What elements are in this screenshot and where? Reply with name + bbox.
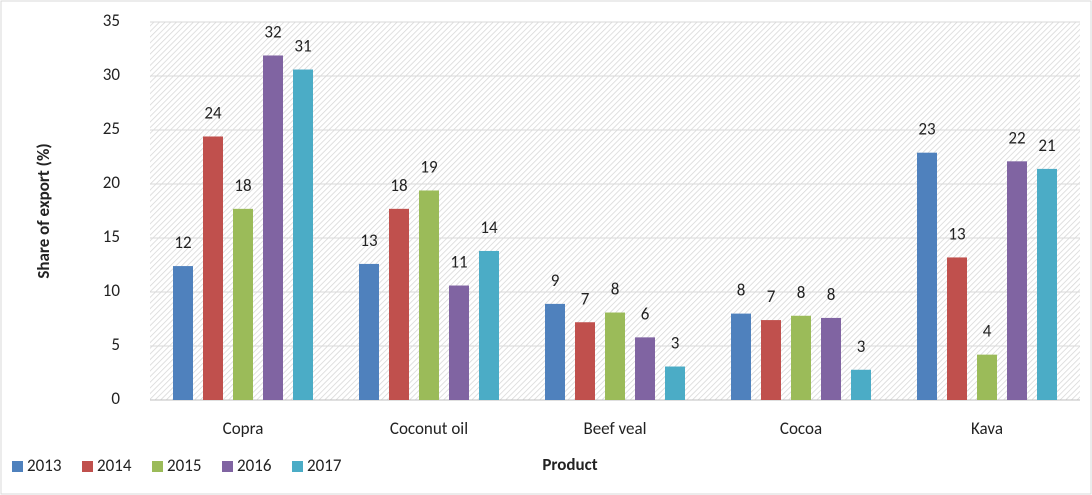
legend-label: 2016 [237,455,272,476]
data-label: 19 [420,157,438,178]
y-tick-label: 10 [103,280,121,301]
data-label: 8 [827,284,836,305]
x-tick-label: Kava [971,418,1003,439]
bar [635,337,655,400]
data-label: 8 [797,282,806,303]
data-label: 6 [641,303,650,324]
legend-swatch [82,461,93,472]
bar [359,263,379,400]
bar [665,366,685,400]
data-label: 12 [174,232,191,253]
data-label: 3 [857,336,866,357]
legend-label: 2014 [97,455,132,476]
bar [263,55,283,400]
bar [791,315,811,400]
y-tick-label: 15 [103,226,120,247]
y-tick-label: 25 [103,118,120,139]
bar [575,322,595,400]
bar [731,313,751,400]
bar [449,285,469,400]
data-label: 7 [581,288,590,309]
data-label: 4 [983,321,992,342]
y-tick-label: 20 [103,172,121,193]
data-label: 18 [234,175,251,196]
bar [1007,161,1027,400]
x-tick-label: Coconut oil [390,418,468,439]
data-label: 18 [390,175,407,196]
data-label: 32 [264,22,281,43]
legend-swatch [292,461,303,472]
bar [419,190,439,400]
data-label: 23 [918,119,935,140]
bar [605,312,625,400]
bar [479,250,499,400]
bar [761,320,781,400]
data-label: 21 [1038,135,1055,156]
x-tick-label: Copra [223,418,264,439]
bar [947,257,967,400]
legend-label: 2015 [167,455,201,476]
bar [977,354,997,400]
legend-swatch [222,461,233,472]
legend-swatch [12,461,23,472]
y-tick-label: 35 [103,10,120,31]
y-axis-label: Share of export (%) [33,143,54,278]
data-label: 7 [767,286,776,307]
bar [173,266,193,400]
data-label: 9 [551,270,560,291]
x-tick-label: Cocoa [780,418,822,439]
data-label: 8 [611,279,620,300]
data-label: 13 [360,230,377,251]
bar [389,208,409,400]
data-label: 11 [450,252,467,273]
legend-label: 2017 [307,455,342,476]
bar [1037,168,1057,400]
data-label: 31 [294,36,311,57]
x-tick-label: Beef veal [583,418,646,439]
data-label: 24 [204,103,222,124]
legend-swatch [152,461,163,472]
bar [917,152,937,400]
data-label: 8 [737,280,746,301]
y-tick-label: 30 [103,64,121,85]
data-label: 3 [671,333,680,354]
bar [203,136,223,401]
legend-label: 2013 [27,455,61,476]
bar [233,208,253,400]
data-label: 22 [1008,127,1025,148]
bar [545,303,565,400]
x-axis-label: Product [542,454,597,475]
bar [821,317,841,400]
bar [293,69,313,401]
y-tick-label: 0 [111,388,120,409]
data-label: 14 [480,217,498,238]
y-tick-label: 5 [111,334,120,355]
data-label: 13 [948,224,965,245]
bar [851,369,871,400]
